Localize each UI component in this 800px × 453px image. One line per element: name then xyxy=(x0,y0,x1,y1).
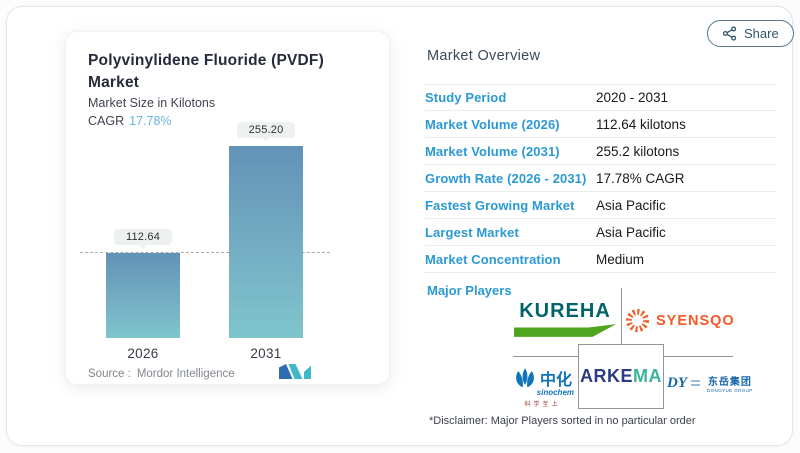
bar-column-2031: 255.20 xyxy=(229,121,303,338)
table-row-largest-market: Largest Market Asia Pacific xyxy=(425,219,777,246)
dongyue-dy-mark: DY xyxy=(667,374,687,391)
row-label: Market Concentration xyxy=(425,251,561,267)
row-value: 112.64 kilotons xyxy=(596,116,686,132)
row-value: 17.78% CAGR xyxy=(596,170,685,186)
row-label: Market Volume (2026) xyxy=(425,116,560,132)
arkema-logo: ARKE MA xyxy=(578,344,664,409)
row-value: Medium xyxy=(596,251,645,267)
row-value: Asia Pacific xyxy=(596,224,666,240)
arkema-wordmark-right: MA xyxy=(633,366,662,386)
major-players-label: Major Players xyxy=(427,283,512,298)
table-row-fastest-growing: Fastest Growing Market Asia Pacific xyxy=(425,192,777,219)
table-row-growth-rate: Growth Rate (2026 - 2031) 17.78% CAGR xyxy=(425,165,777,192)
chart-cagr-line: CAGR 17.78% xyxy=(88,114,172,128)
players-grid-horizontal-divider-right xyxy=(664,356,733,357)
row-label: Market Volume (2031) xyxy=(425,143,560,159)
reference-dashed-line xyxy=(80,252,330,254)
share-button[interactable]: Share xyxy=(707,20,794,47)
dongyue-caption-lines xyxy=(691,380,700,386)
bar-2026 xyxy=(106,253,180,338)
cagr-label: CAGR xyxy=(88,114,125,128)
kureha-arrow-icon xyxy=(514,324,616,337)
x-axis-label-2026: 2026 xyxy=(127,346,159,361)
sinochem-zh-wordmark: 中化 xyxy=(539,372,572,389)
syensqo-wordmark: SYENSQO xyxy=(656,312,735,329)
mordor-intelligence-logo-icon xyxy=(279,364,311,379)
source-attribution: Source : Mordor Intelligence xyxy=(88,368,235,380)
kureha-wordmark: KUREHA xyxy=(519,300,611,322)
sinochem-slogan: 科学至上 xyxy=(524,402,561,408)
chart-subtitle: Market Size in Kilotons xyxy=(88,96,216,110)
syensqo-logo: SYENSQO xyxy=(624,307,735,334)
bar-2031 xyxy=(229,145,303,338)
syensqo-sunburst-icon xyxy=(626,309,649,332)
x-axis-label-2031: 2031 xyxy=(250,346,282,361)
row-label: Growth Rate (2026 - 2031) xyxy=(425,170,587,186)
chart-title: Polyvinylidene Fluoride (PVDF) Market xyxy=(88,50,348,93)
table-row-volume-2026: Market Volume (2026) 112.64 kilotons xyxy=(425,111,777,138)
dongyue-zh-wordmark: 东岳集团 xyxy=(707,377,752,388)
row-label: Largest Market xyxy=(425,224,519,240)
arkema-wordmark-left: ARKE xyxy=(579,366,633,386)
share-button-label: Share xyxy=(744,26,779,41)
value-label-2026: 112.64 xyxy=(113,229,173,246)
report-card: Polyvinylidene Fluoride (PVDF) Market Mar… xyxy=(6,6,794,446)
players-grid-vertical-divider xyxy=(621,288,622,344)
share-icon xyxy=(722,26,737,41)
row-value: 255.2 kilotons xyxy=(596,143,680,159)
bar-column-2026: 112.64 xyxy=(106,229,180,338)
row-label: Fastest Growing Market xyxy=(425,197,575,213)
sinochem-logo: 中化 sinochem 科学至上 xyxy=(507,366,578,408)
sinochem-en-wordmark: sinochem xyxy=(536,388,574,397)
table-row-study-period: Study Period 2020 - 2031 xyxy=(425,84,777,111)
players-disclaimer: *Disclaimer: Major Players sorted in no … xyxy=(429,415,696,427)
table-row-volume-2031: Market Volume (2031) 255.2 kilotons xyxy=(425,138,777,165)
source-label: Source : xyxy=(88,368,131,380)
dongyue-logo: DY 东岳集团 DONGYUE GROUP xyxy=(667,373,753,394)
chart-title-line1: Polyvinylidene Fluoride (PVDF) xyxy=(88,52,324,69)
dongyue-en-wordmark: DONGYUE GROUP xyxy=(707,388,753,393)
row-value: Asia Pacific xyxy=(596,197,666,213)
row-value: 2020 - 2031 xyxy=(596,90,669,105)
source-name: Mordor Intelligence xyxy=(136,368,235,380)
overview-heading: Market Overview xyxy=(427,48,541,64)
bar-chart-plot-area: 112.64 255.20 xyxy=(80,113,330,338)
sinochem-flower-icon xyxy=(516,368,534,388)
market-size-chart-card: Polyvinylidene Fluoride (PVDF) Market Mar… xyxy=(65,31,390,385)
value-label-2031: 255.20 xyxy=(236,121,296,138)
overview-table: Study Period 2020 - 2031 Market Volume (… xyxy=(425,84,777,273)
kureha-logo: KUREHA xyxy=(509,300,621,337)
cagr-value: 17.78% xyxy=(129,114,172,128)
players-grid-horizontal-divider-left xyxy=(513,356,578,357)
row-label: Study Period xyxy=(425,90,507,105)
table-row-concentration: Market Concentration Medium xyxy=(425,246,777,273)
chart-title-line2: Market xyxy=(88,73,140,91)
